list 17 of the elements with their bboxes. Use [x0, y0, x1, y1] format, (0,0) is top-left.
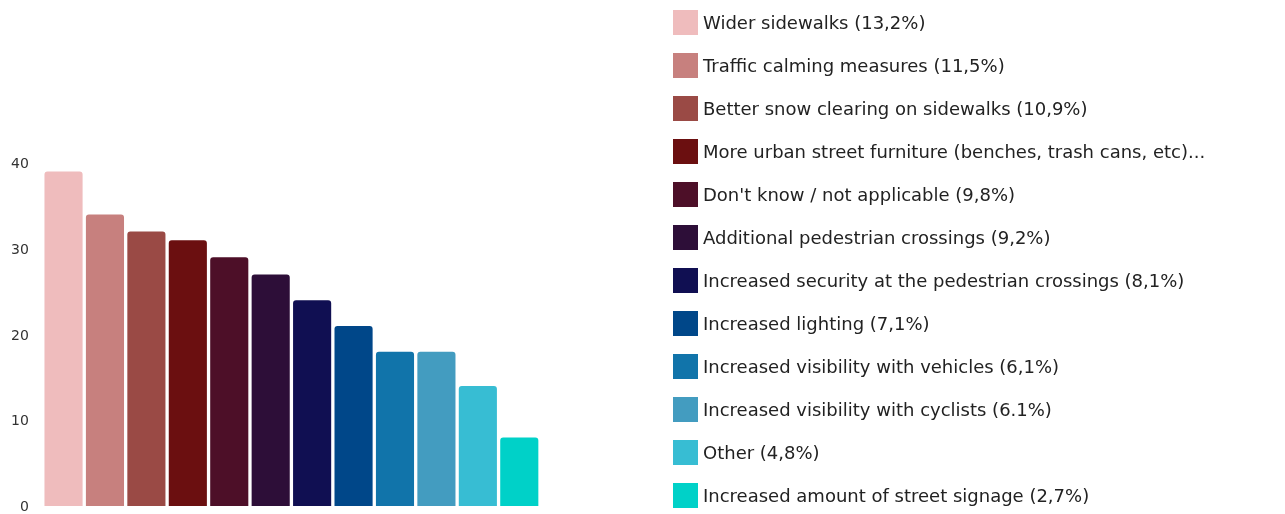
legend-label: Don't know / not applicable (9,8%): [703, 184, 1016, 205]
legend-label: Additional pedestrian crossings (9,2%): [703, 227, 1051, 248]
legend-label: Increased security at the pedestrian crossings (8,1%): [703, 270, 1185, 291]
y-tick-label: 10: [10, 412, 29, 429]
y-tick-label: 40: [10, 155, 29, 171]
legend-label: Traffic calming measures (11,5%): [702, 55, 1005, 76]
legend-label: Increased amount of street signage (2,7%): [703, 485, 1090, 506]
legend-label: Increased lighting (7,1%): [703, 313, 930, 334]
legend-label: Other (4,8%): [703, 442, 820, 463]
legend-label: More urban street furniture (benches, trash cans, etc)...: [703, 141, 1206, 162]
y-tick-label: 20: [10, 326, 29, 343]
legend-label: Better snow clearing on sidewalks (10,9%): [703, 98, 1088, 119]
y-tick-label: 30: [10, 240, 29, 257]
legend-label: Increased visibility with cyclists (6.1%): [703, 399, 1052, 420]
y-tick-label: 0: [19, 498, 29, 514]
legend-label: Increased visibility with vehicles (6,1%): [703, 356, 1060, 377]
legend-label: Wider sidewalks (13,2%): [703, 12, 926, 33]
